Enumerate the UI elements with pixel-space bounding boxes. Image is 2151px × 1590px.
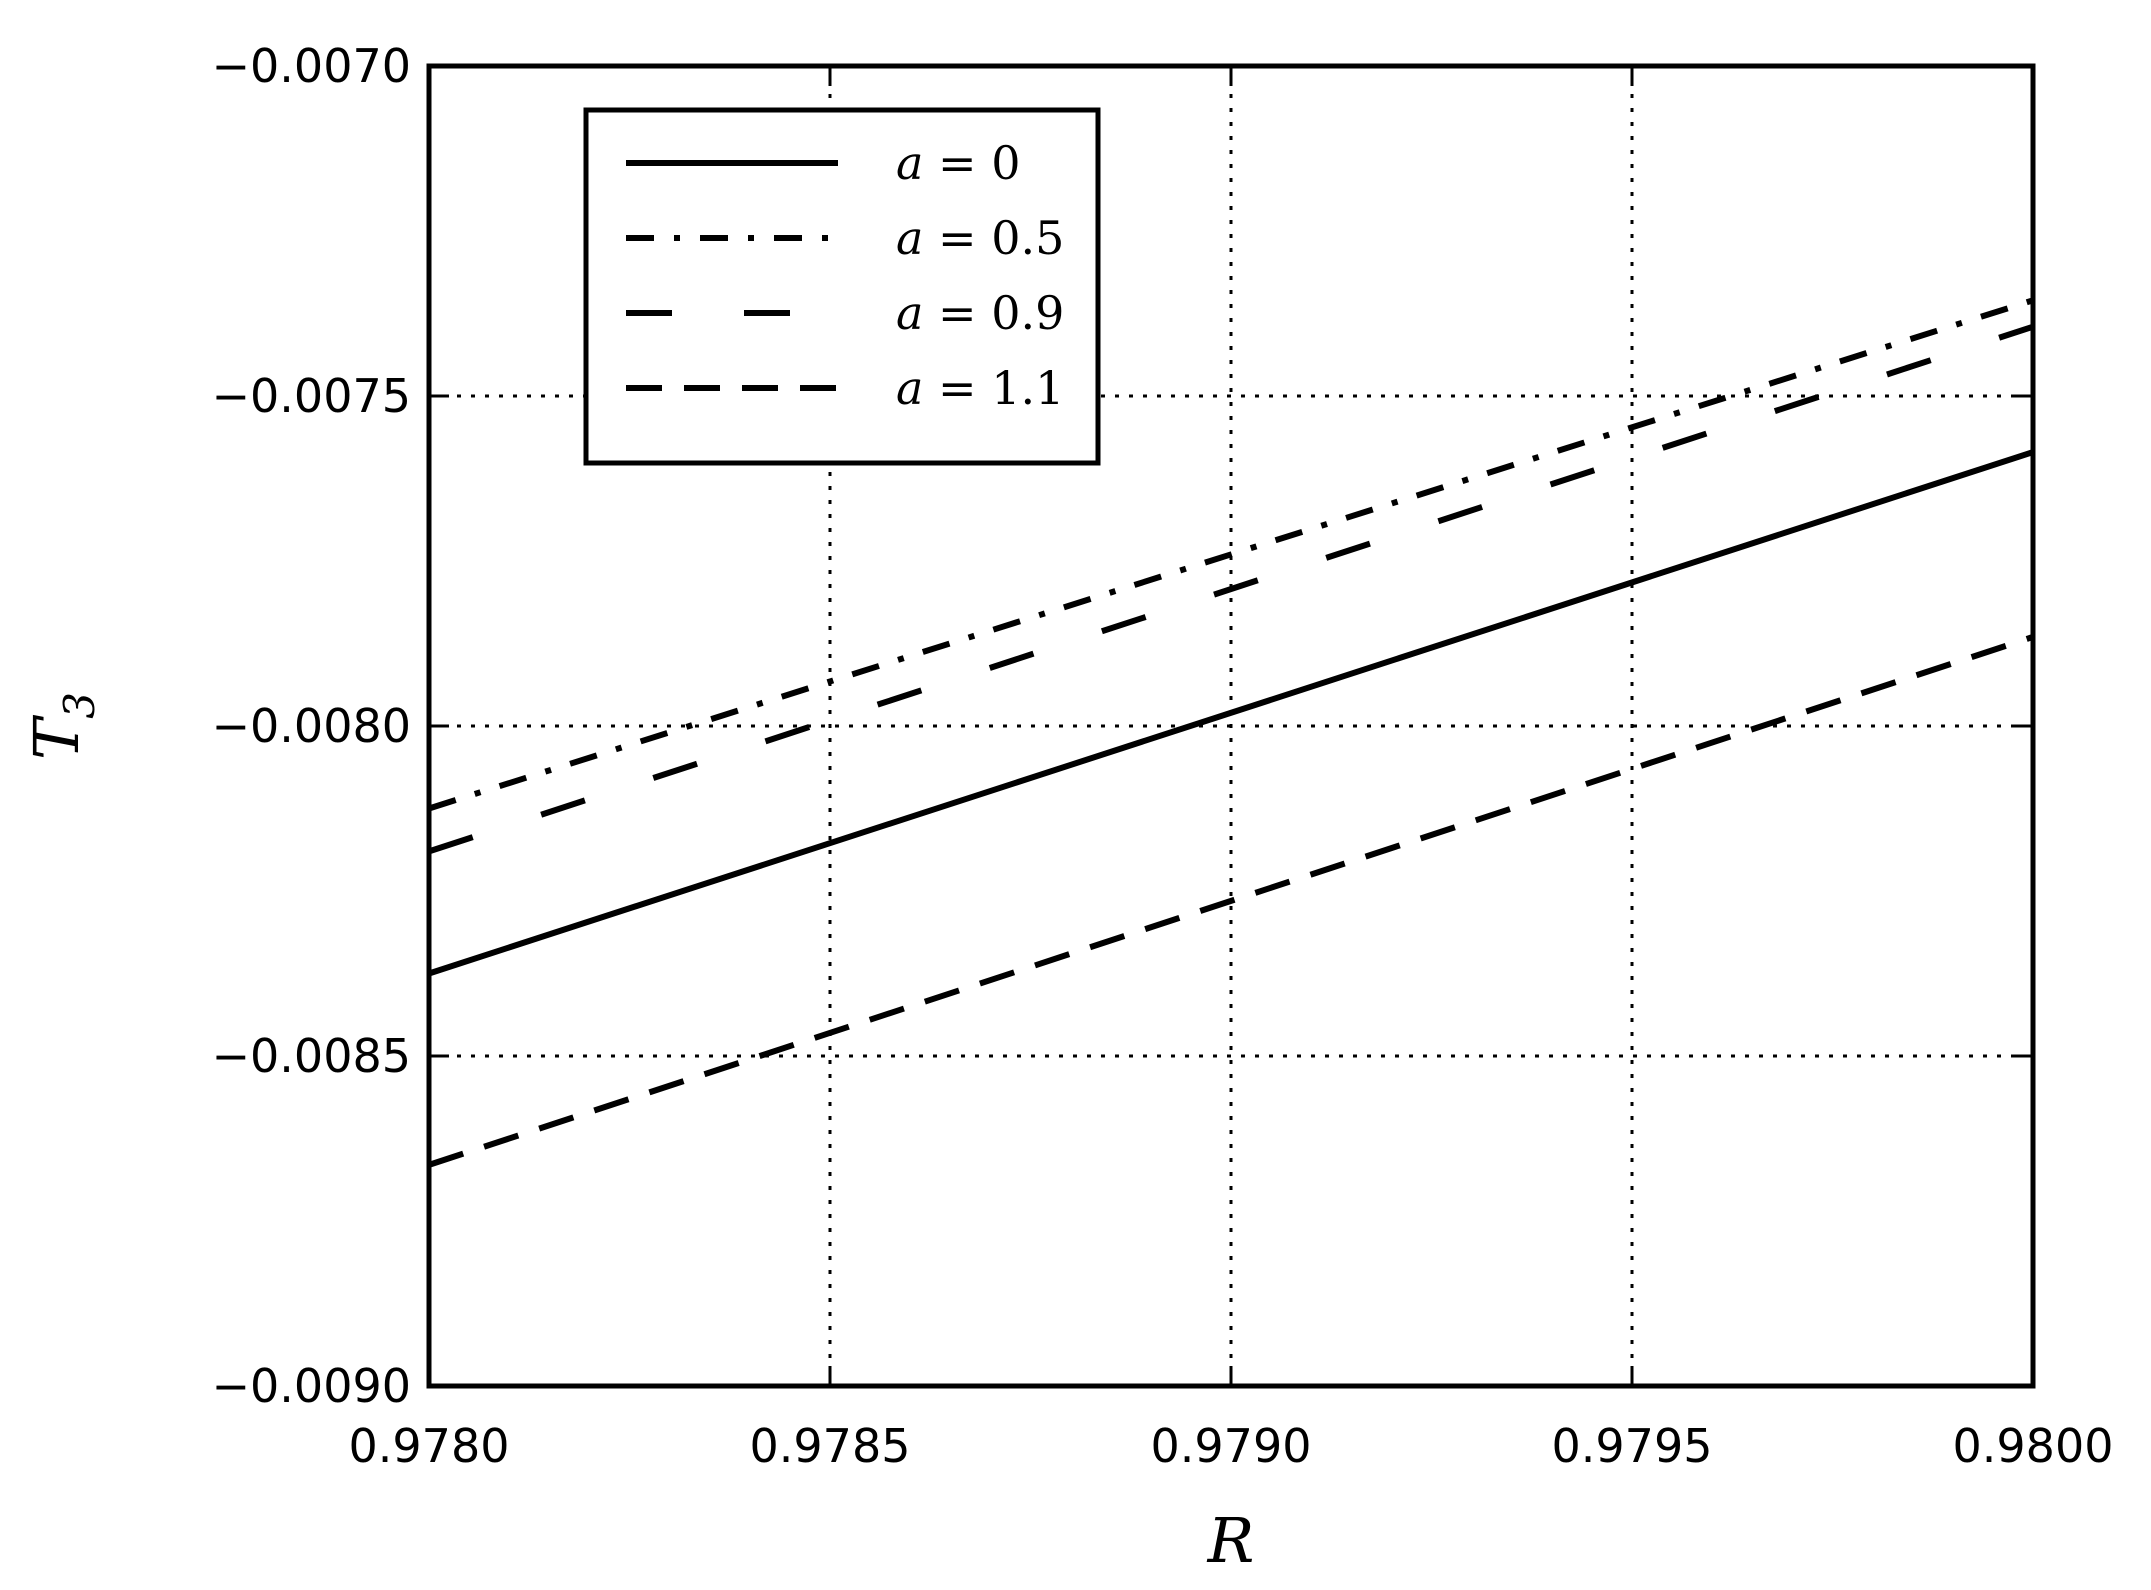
legend-frame — [583, 107, 1101, 466]
legend-label-value: = 0.9 — [923, 286, 1064, 340]
x-tick-label: 0.9795 — [1552, 1419, 1713, 1473]
plot-frame — [426, 63, 2036, 1389]
y-tick-labels: −0.0070 −0.0075 −0.0080 −0.0085 −0.0090 — [212, 39, 412, 1413]
y-axis-label-main: T — [20, 714, 93, 760]
y-axis-label: T3 — [20, 692, 104, 760]
series-line — [428, 323, 2034, 855]
series-line — [428, 449, 2034, 977]
y-tick-label: −0.0070 — [212, 39, 412, 93]
legend-label-value: = 1.1 — [923, 361, 1064, 415]
x-tick-label: 0.9785 — [750, 1419, 911, 1473]
legend-label-variable: a — [896, 361, 923, 415]
legend-label-value: = 0 — [923, 136, 1020, 190]
x-tick-label: 0.9800 — [1953, 1419, 2114, 1473]
legend-label: a = 0 — [896, 136, 1021, 190]
legend-items: a = 0a = 0.5a = 0.9a = 1.1 — [626, 136, 1064, 415]
y-tick-label: −0.0080 — [212, 699, 412, 753]
legend-label-variable: a — [896, 211, 923, 265]
y-tick-label: −0.0075 — [212, 369, 412, 423]
legend-label-value: = 0.5 — [923, 211, 1064, 265]
series-line — [428, 634, 2034, 1168]
legend-label: a = 1.1 — [896, 361, 1064, 415]
y-axis-label-subscript: 3 — [55, 692, 104, 719]
y-tick-label: −0.0085 — [212, 1029, 412, 1083]
legend-label: a = 0.9 — [896, 286, 1064, 340]
x-tick-label: 0.9790 — [1151, 1419, 1312, 1473]
x-axis-label: R — [1207, 1504, 1255, 1577]
series-line — [428, 297, 2034, 812]
series-lines — [428, 297, 2034, 1168]
legend-label-variable: a — [896, 136, 923, 190]
x-tick-label: 0.9780 — [349, 1419, 510, 1473]
legend-label-variable: a — [896, 286, 923, 340]
svg-text:T3: T3 — [20, 692, 104, 760]
legend: a = 0a = 0.5a = 0.9a = 1.1 — [583, 107, 1101, 466]
legend-label: a = 0.5 — [896, 211, 1064, 265]
y-tick-label: −0.0090 — [212, 1359, 412, 1413]
x-tick-labels: 0.9780 0.9785 0.9790 0.9795 0.9800 — [349, 1419, 2114, 1473]
